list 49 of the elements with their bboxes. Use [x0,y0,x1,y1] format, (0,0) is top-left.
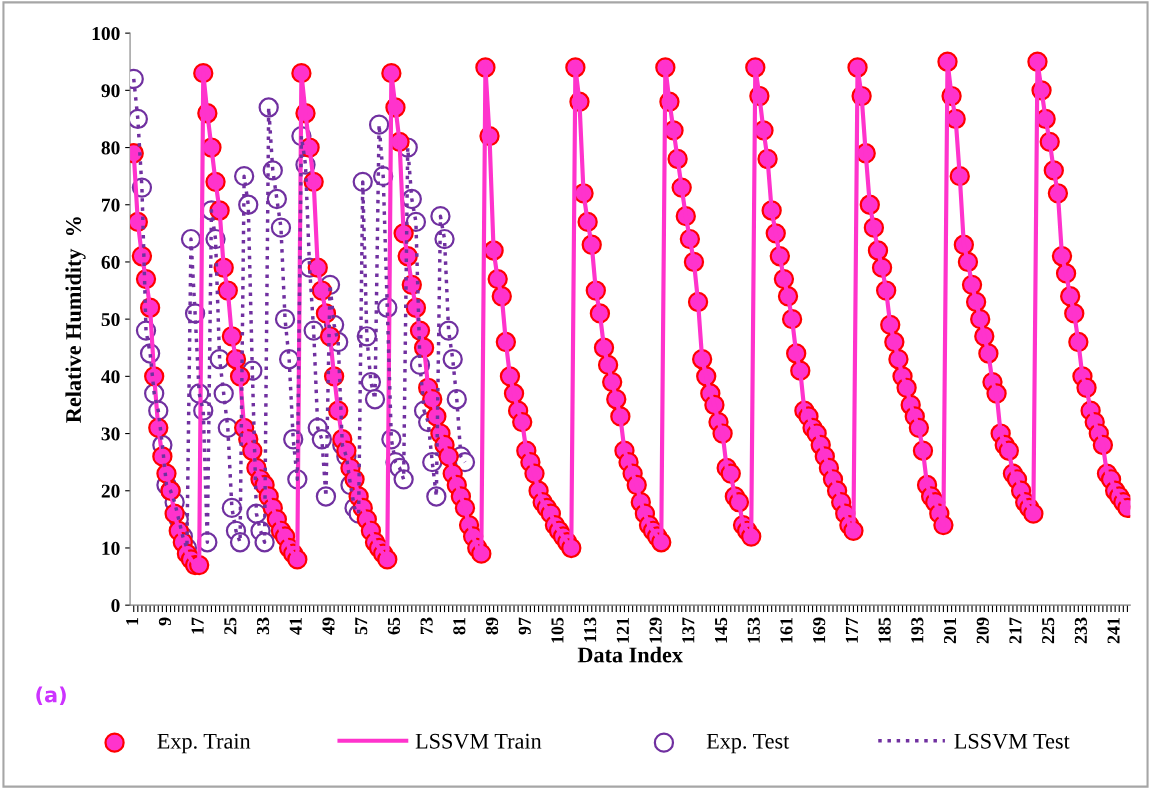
x-tick-label: 185 [878,617,891,643]
x-tick-label: 225 [1042,617,1055,644]
y-tick-label: 100 [92,26,120,41]
x-tick-label: 57 [355,617,368,635]
y-tick-label: 10 [102,541,120,555]
x-tick-label: 33 [256,617,270,635]
x-tick-label: 209 [976,617,989,644]
y-tick-label: 30 [101,427,120,441]
legend-label: LSSVM Train [415,733,542,749]
x-tick-label: 153 [747,617,760,643]
x-tick-label: 1 [126,617,139,625]
x-tick-label: 105 [551,617,564,643]
x-tick-label: 145 [715,617,728,643]
x-tick-label: 121 [616,617,629,643]
text: (a) [36,686,66,705]
y-tick-label: 60 [101,255,120,269]
x-tick-label: 25 [224,617,237,635]
y-tick-label: 50 [101,312,120,327]
legend-label: Exp. Test [706,733,790,754]
x-tick-label: 201 [943,617,957,644]
x-tick-label: 89 [485,617,499,635]
x-tick-label: 177 [845,617,858,643]
x-tick-label: 65 [387,617,400,635]
x-tick-label: 113 [584,617,597,642]
x-tick-label: 41 [289,617,302,635]
x-tick-label: 9 [158,617,171,626]
y-axis-title: Relative Humidity % [65,217,86,423]
y-tick-label: 0 [111,598,120,613]
y-tick-label: 80 [101,141,120,155]
legend-label: Exp. Train [157,733,251,754]
x-tick-label: 241 [1107,617,1120,644]
x-axis-title: Data Index [577,646,683,663]
x-tick-label: 217 [1009,617,1022,644]
x-tick-label: 97 [518,617,531,635]
x-tick-label: 161 [780,617,793,643]
y-tick-label: 90 [101,84,120,98]
x-tick-label: 233 [1074,617,1087,644]
x-tick-label: 17 [191,617,204,634]
legend-label: LSSVM Test [954,733,1070,749]
x-tick-label: 129 [649,617,662,643]
x-tick-label: 193 [911,617,924,643]
y-tick-label: 20 [101,484,120,498]
y-tick-label: 70 [102,198,120,212]
x-tick-label: 81 [453,617,466,635]
y-tick-label: 40 [101,370,120,384]
x-tick-label: 137 [682,617,695,643]
x-tick-label: 169 [813,617,826,643]
x-tick-label: 73 [420,617,433,634]
x-tick-label: 49 [322,617,335,635]
